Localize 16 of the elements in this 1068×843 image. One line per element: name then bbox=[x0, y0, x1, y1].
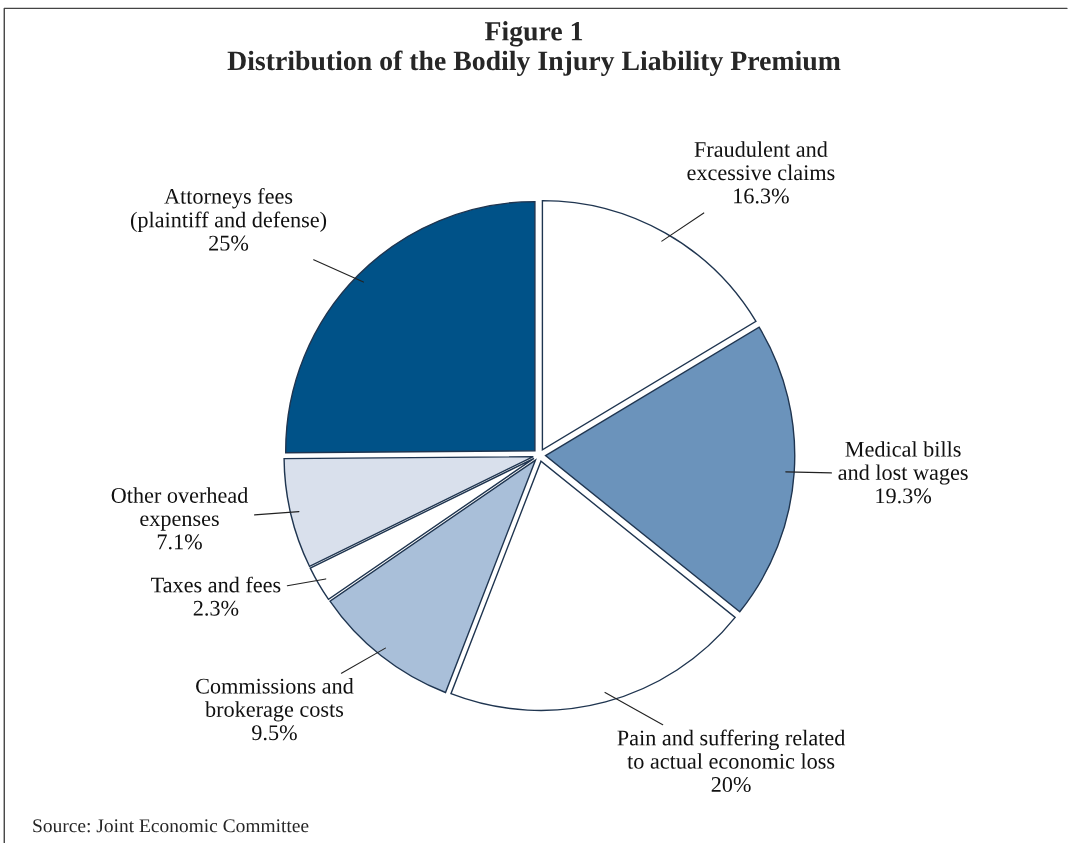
data-label: 25% bbox=[209, 235, 249, 251]
data-label: 7.1% bbox=[157, 534, 202, 550]
data-label: 9.5% bbox=[252, 725, 297, 741]
slice-label: Medical bills and lost wages bbox=[838, 441, 968, 485]
data-label: 16.3% bbox=[734, 188, 789, 204]
slice-label: Other overhead expenses bbox=[111, 487, 249, 531]
source-note: Source: Joint Economic Committee bbox=[33, 819, 309, 833]
data-label: 20% bbox=[711, 777, 751, 793]
slice-label: Pain and suffering related to actual economic loss bbox=[617, 729, 846, 769]
slice-label: Fraudulent and excessive claims bbox=[687, 141, 835, 181]
slice-label: Commissions and brokerage costs bbox=[196, 678, 354, 722]
chart-title: Figure 1 Distribution of the Bodily Injury Liability Premium bbox=[227, 21, 841, 76]
data-label: 19.3% bbox=[876, 488, 932, 504]
slice-label: Attorneys fees (plaintiff and defense) bbox=[130, 187, 327, 232]
data-label: 2.3% bbox=[193, 600, 239, 616]
slice-label: Taxes and fees bbox=[151, 576, 281, 593]
